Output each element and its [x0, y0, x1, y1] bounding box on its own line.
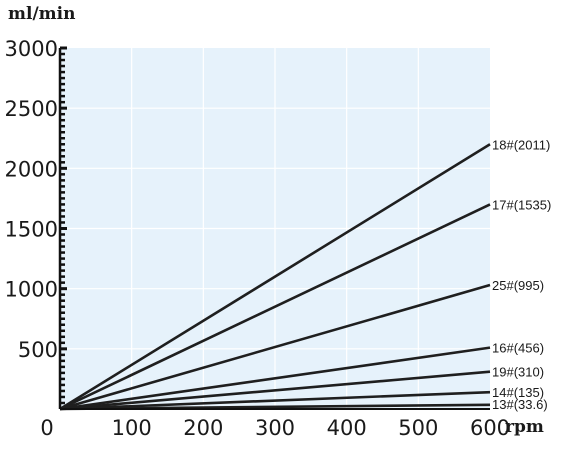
y-tick-labels: 500 1000 1500 2000 2500 3000 — [5, 37, 58, 362]
series-label-0: 18#(2011) — [492, 137, 550, 152]
y-minor-ticks — [60, 46, 67, 405]
y-tick-label-1500: 1500 — [5, 218, 58, 242]
series-label-1: 17#(1535) — [492, 197, 551, 212]
x-tick-label-100: 100 — [112, 416, 152, 440]
y-tick-label-2500: 2500 — [5, 97, 58, 121]
x-tick-labels: 0 100 200 300 400 500 600 — [40, 416, 510, 440]
x-tick-label-400: 400 — [327, 416, 367, 440]
series-line-5 — [59, 390, 491, 411]
x-tick-label-300: 300 — [255, 416, 295, 440]
series-labels: 18#(2011) 17#(1535) 25#(995) 16#(456) 19#(31… — [492, 137, 551, 412]
x-tick-label-500: 500 — [398, 416, 438, 440]
series-label-2: 25#(995) — [492, 278, 544, 293]
y-tick-label-1000: 1000 — [5, 278, 58, 302]
x-tick-label-600: 600 — [470, 416, 510, 440]
series-lines — [59, 143, 491, 411]
series-line-3 — [59, 346, 491, 411]
series-label-5: 14#(135) — [492, 385, 544, 400]
series-label-6: 13#(33.6) — [492, 397, 548, 412]
y-tick-label-2000: 2000 — [5, 157, 58, 181]
series-line-2 — [59, 283, 491, 411]
series-line-0 — [59, 143, 491, 411]
y-tick-label-3000: 3000 — [5, 37, 58, 61]
y-tick-label-500: 500 — [18, 338, 58, 362]
x-tick-label-200: 200 — [183, 416, 223, 440]
series-line-1 — [59, 203, 491, 411]
x-axis-label: rpm — [505, 417, 544, 437]
series-label-4: 19#(310) — [492, 365, 544, 380]
series-label-3: 16#(456) — [492, 341, 544, 356]
y-axis-label: ml/min — [8, 4, 75, 24]
x-tick-label-0: 0 — [40, 416, 53, 440]
series-line-4 — [59, 370, 491, 411]
grid — [60, 48, 490, 409]
